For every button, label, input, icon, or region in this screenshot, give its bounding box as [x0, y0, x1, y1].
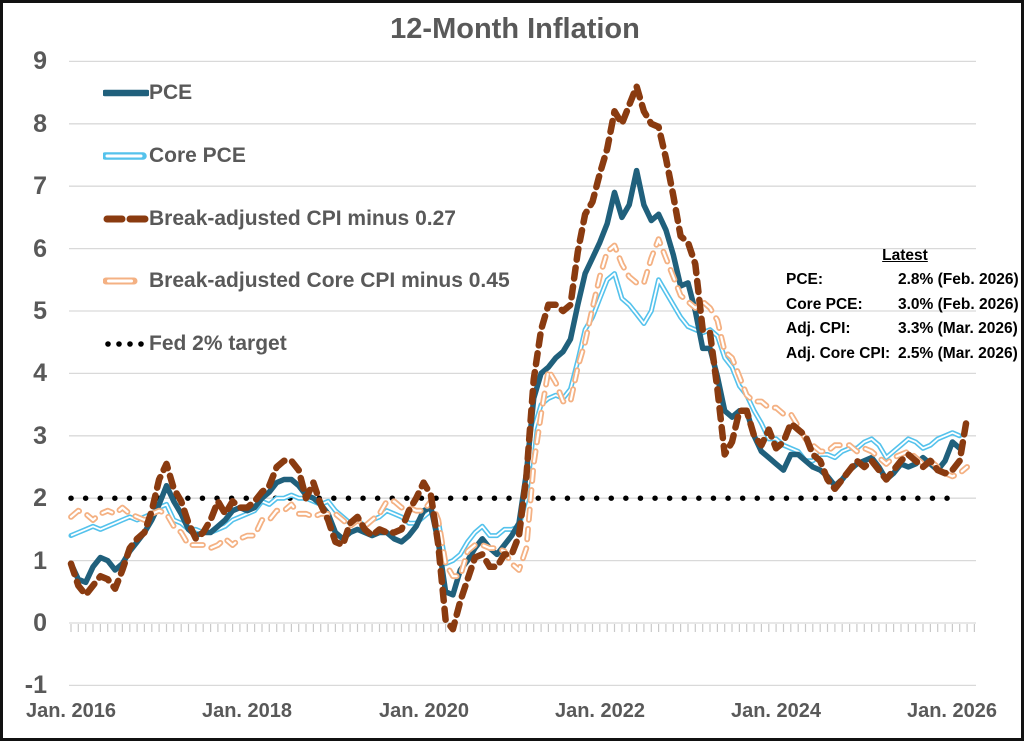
y-axis-label: -1 — [24, 671, 47, 699]
y-axis-label: 2 — [33, 484, 47, 512]
y-axis-label: 4 — [33, 359, 47, 387]
y-axis-label: 9 — [33, 47, 47, 75]
latest-row-adj_cpi: Adj. CPI: 3.3% (Mar. 2026) — [786, 317, 1021, 341]
x-axis-label: Jan. 2026 — [906, 700, 998, 722]
latest-label-adj_core_cpi: Adj. Core CPI: — [786, 344, 891, 362]
x-axis-label: Jan. 2024 — [730, 700, 822, 722]
series-adj_cpi-line — [67, 83, 971, 633]
latest-value-core_pce: 3.0% (Feb. 2026) — [898, 295, 1019, 313]
core_pce-line-icon — [103, 152, 147, 160]
legend-item-pce: PCE — [103, 79, 192, 107]
chart-canvas — [67, 60, 976, 687]
legend-item-adj_cpi: Break-adjusted CPI minus 0.27 — [103, 205, 456, 233]
x-axis-ticks — [70, 624, 976, 632]
x-axis-label: Jan. 2020 — [378, 700, 470, 722]
legend-item-fed_target: Fed 2% target — [103, 330, 287, 358]
y-axis-label: 5 — [33, 297, 47, 325]
latest-label-core_pce: Core PCE: — [786, 295, 863, 313]
series-adj_core_cpi-inner — [69, 238, 969, 578]
legend-item-core_pce: Core PCE — [103, 142, 246, 170]
legend-label-fed_target: Fed 2% target — [149, 332, 287, 355]
legend-label-adj_core_cpi: Break-adjusted Core CPI minus 0.45 — [149, 269, 510, 292]
y-axis-label: 7 — [33, 172, 47, 200]
latest-row-adj_core_cpi: Adj. Core CPI: 2.5% (Mar. 2026) — [786, 342, 1021, 366]
chart-title: 12-Month Inflation — [390, 13, 640, 45]
y-axis-label: 0 — [33, 609, 47, 637]
pce-line-icon — [103, 89, 149, 97]
latest-value-adj_cpi: 3.3% (Mar. 2026) — [898, 320, 1018, 338]
y-axis-label: 1 — [33, 547, 47, 575]
latest-row-pce: PCE: 2.8% (Feb. 2026) — [786, 268, 1021, 292]
latest-label-adj_cpi: Adj. CPI: — [786, 320, 851, 338]
latest-annotation: Latest PCE: 2.8% (Feb. 2026) Core PCE: 3.0%… — [786, 244, 1021, 366]
legend-item-adj_core_cpi: Break-adjusted Core CPI minus 0.45 — [103, 267, 510, 295]
x-axis-label: Jan. 2018 — [201, 700, 293, 722]
latest-label-pce: PCE: — [786, 271, 824, 289]
legend-label-core_pce: Core PCE — [149, 144, 246, 167]
x-axis-label: Jan. 2022 — [554, 700, 646, 722]
y-axis-label: 8 — [33, 110, 47, 138]
latest-value-adj_core_cpi: 2.5% (Mar. 2026) — [898, 344, 1018, 362]
x-axis-label: Jan. 2016 — [25, 700, 117, 722]
adj_cpi-line-icon — [103, 215, 149, 223]
y-axis-label: 6 — [33, 235, 47, 263]
latest-value-pce: 2.8% (Feb. 2026) — [898, 271, 1019, 289]
legend-label-pce: PCE — [149, 81, 193, 104]
series-pce-line — [68, 167, 963, 598]
y-axis-label: 3 — [33, 422, 47, 450]
legend-label-adj_cpi: Break-adjusted CPI minus 0.27 — [149, 207, 456, 230]
latest-title: Latest — [882, 247, 928, 264]
latest-row-core_pce: Core PCE: 3.0% (Feb. 2026) — [786, 293, 1021, 317]
latest-rows: PCE: 2.8% (Feb. 2026) Core PCE: 3.0% (Feb. … — [786, 268, 1021, 366]
fed_target-line-icon — [105, 341, 144, 347]
adj_core_cpi-line-icon — [103, 277, 138, 285]
